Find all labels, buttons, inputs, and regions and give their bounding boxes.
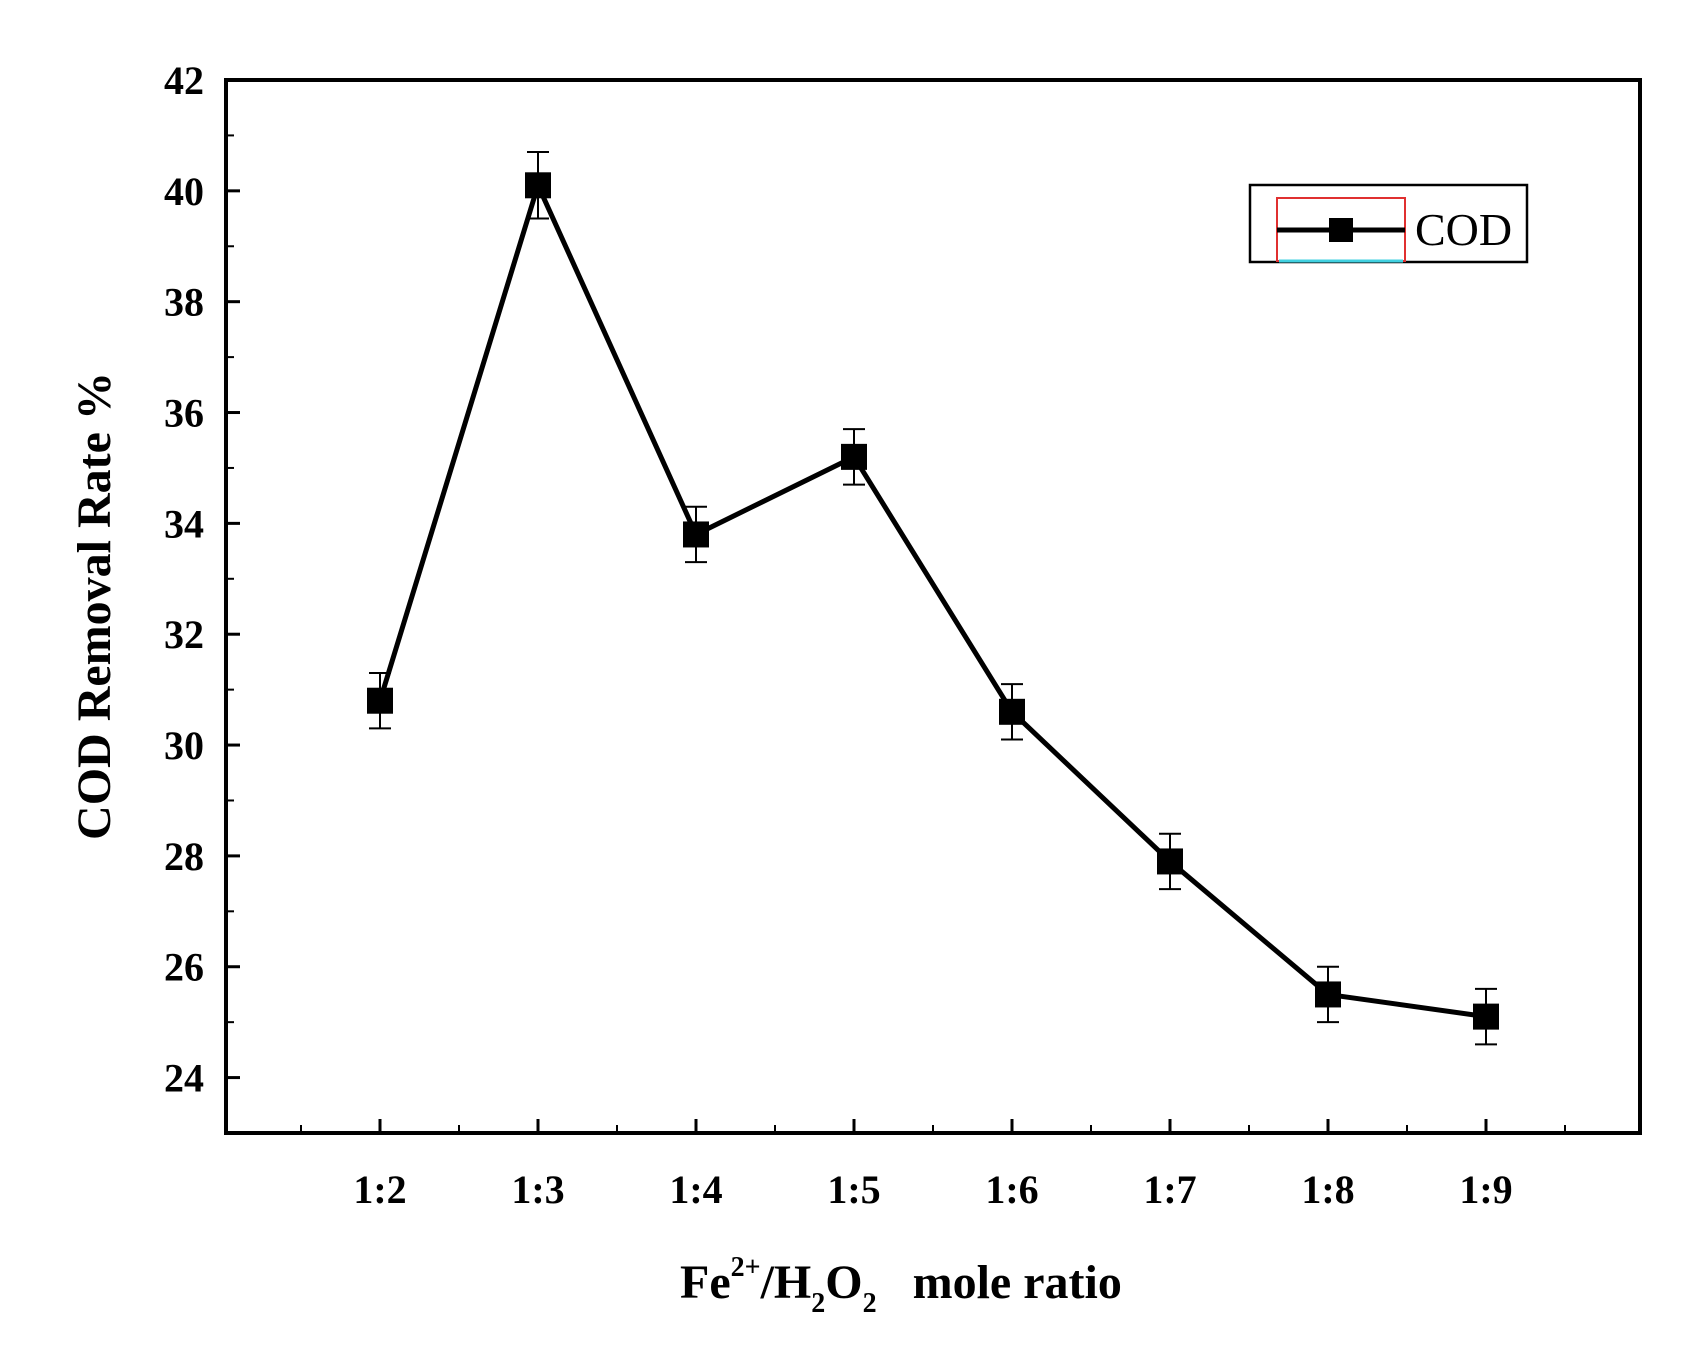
x-tick-label: 1:3 — [511, 1167, 564, 1212]
y-axis-title: COD Removal Rate % — [68, 372, 121, 840]
data-point-cod — [683, 521, 709, 548]
x-tick-label: 1:5 — [827, 1167, 880, 1212]
data-point-cod — [999, 698, 1025, 725]
data-point-cod — [1315, 981, 1341, 1008]
legend-label-cod: COD — [1415, 204, 1512, 255]
x-axis-ticks: 1:2 1:3 1:4 1:5 1:6 1:7 1:8 1:9 — [300, 1119, 1566, 1212]
y-tick-label: 40 — [164, 169, 204, 214]
x-tick-label: 1:2 — [353, 1167, 406, 1212]
x-tick-label: 1:7 — [1143, 1167, 1196, 1212]
data-point-cod — [1157, 848, 1183, 875]
y-tick-label: 36 — [164, 391, 204, 436]
x-axis-title-h: /H — [760, 1256, 812, 1309]
legend: COD — [1248, 183, 1529, 264]
data-point-cod — [367, 687, 393, 714]
data-point-cod — [841, 443, 867, 470]
y-axis-ticks: 24 26 28 30 32 34 36 38 40 42 — [164, 58, 240, 1101]
y-tick-label: 30 — [164, 723, 204, 768]
y-tick-label: 42 — [164, 58, 204, 103]
x-axis-title-sub2: 2 — [863, 1288, 877, 1319]
x-tick-label: 1:9 — [1459, 1167, 1512, 1212]
y-tick-label: 26 — [164, 945, 204, 990]
legend-square-marker — [1329, 218, 1353, 242]
series-layer — [367, 151, 1499, 1046]
y-tick-label: 24 — [164, 1056, 204, 1101]
x-axis-title-o: O — [825, 1256, 862, 1309]
x-axis-title-rest: mole ratio — [913, 1256, 1122, 1309]
x-tick-label: 1:4 — [669, 1167, 722, 1212]
data-point-cod — [525, 172, 551, 199]
x-axis-title-sub1: 2 — [811, 1288, 825, 1319]
x-axis-title-sup: 2+ — [731, 1252, 761, 1283]
data-point-cod — [1473, 1003, 1499, 1030]
x-tick-label: 1:6 — [985, 1167, 1038, 1212]
x-tick-label: 1:8 — [1301, 1167, 1354, 1212]
x-axis-title: Fe2+/H2O2 mole ratio — [680, 1252, 1122, 1319]
y-tick-label: 28 — [164, 834, 204, 879]
series-line-cod — [377, 182, 1487, 1020]
y-tick-label: 34 — [164, 501, 204, 546]
x-axis-title-fe: Fe — [680, 1256, 731, 1309]
y-tick-label: 38 — [164, 280, 204, 325]
y-tick-label: 32 — [164, 612, 204, 657]
